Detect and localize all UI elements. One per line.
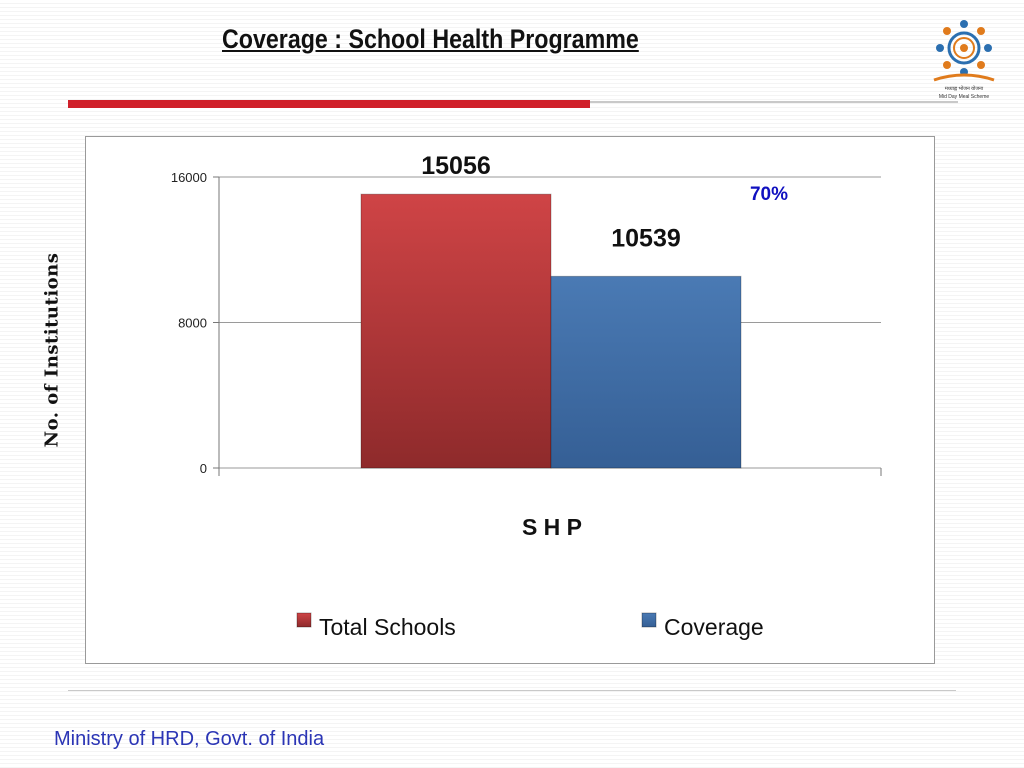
x-axis-label: S H P bbox=[522, 514, 582, 540]
chart-frame: 0 8000 16000 15056 10539 70% S H P Total School… bbox=[85, 136, 935, 664]
y-tick-label: 0 bbox=[200, 461, 207, 476]
logo-caption: Mid Day Meal Scheme bbox=[939, 94, 990, 100]
data-label: 15056 bbox=[421, 152, 491, 180]
legend-swatch bbox=[641, 612, 657, 628]
y-tick-label: 8000 bbox=[178, 316, 207, 331]
legend-swatch bbox=[296, 612, 312, 628]
mid-day-meal-logo: मध्याह्न भोजन योजना Mid Day Meal Scheme bbox=[933, 20, 995, 100]
bar-coverage bbox=[550, 275, 742, 469]
footer-text: Ministry of HRD, Govt. of India bbox=[54, 728, 325, 750]
legend-label: Coverage bbox=[664, 614, 764, 640]
bar-total-schools bbox=[360, 193, 552, 469]
y-tick-label: 16000 bbox=[171, 170, 207, 185]
slide-title: Coverage : School Health Programme bbox=[222, 24, 639, 54]
footer-divider bbox=[68, 690, 956, 691]
y-axis-label: No. of Institutions bbox=[41, 252, 63, 448]
logo-caption-hindi: मध्याह्न भोजन योजना bbox=[945, 85, 984, 92]
data-label: 10539 bbox=[611, 224, 681, 252]
header-accent-bar bbox=[68, 100, 590, 108]
coverage-percent-label: 70% bbox=[750, 184, 788, 205]
bar-chart: 0 8000 16000 15056 10539 70% S H P Total School… bbox=[171, 152, 882, 640]
legend-label: Total Schools bbox=[319, 614, 456, 640]
